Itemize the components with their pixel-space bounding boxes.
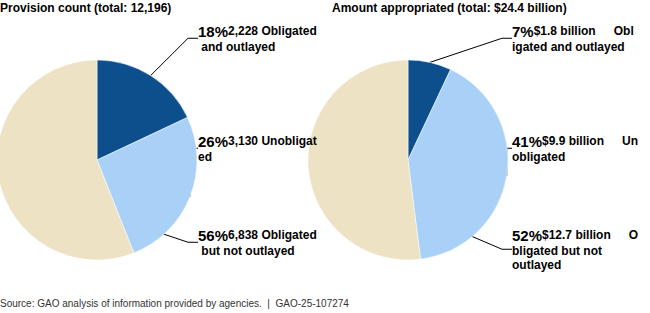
svg-text:bligated but not: bligated but not (512, 244, 605, 258)
svg-text:18%: 18% (198, 23, 228, 40)
svg-text:Obligated: Obligated (261, 228, 316, 242)
svg-text:Source: GAO analysis of inform: Source: GAO analysis of information prov… (0, 298, 349, 309)
svg-text:56%: 56% (198, 227, 228, 244)
svg-text:$9.9 billion: $9.9 billion (542, 134, 604, 148)
svg-text:2,228: 2,228 (228, 24, 258, 38)
svg-text:Obligated: Obligated (261, 24, 316, 38)
svg-text:3,130: 3,130 (228, 134, 258, 148)
svg-text:41%: 41% (512, 133, 542, 150)
svg-text:and outlayed: and outlayed (198, 40, 275, 54)
svg-text:$1.8 billion: $1.8 billion (534, 24, 596, 38)
svg-text:Un: Un (622, 134, 638, 148)
svg-text:obligated: obligated (512, 150, 565, 164)
svg-text:7%: 7% (512, 23, 534, 40)
svg-text:26%: 26% (198, 133, 228, 150)
svg-text:Obl: Obl (614, 24, 634, 38)
svg-text:Amount appropriated (total: $2: Amount appropriated (total: $24.4 billio… (332, 1, 567, 15)
svg-text:6,838: 6,838 (228, 228, 258, 242)
svg-text:52%: 52% (512, 227, 542, 244)
svg-text:outlayed: outlayed (512, 258, 561, 272)
svg-text:igated and outlayed: igated and outlayed (512, 40, 625, 54)
svg-text:but not outlayed: but not outlayed (198, 244, 295, 258)
svg-text:Provision count (total: 12,196: Provision count (total: 12,196) (0, 1, 171, 15)
svg-text:$12.7 billion: $12.7 billion (542, 228, 611, 242)
svg-text:Unobligat: Unobligat (261, 134, 316, 148)
svg-text:O: O (629, 228, 638, 242)
svg-text:ed: ed (198, 150, 212, 164)
